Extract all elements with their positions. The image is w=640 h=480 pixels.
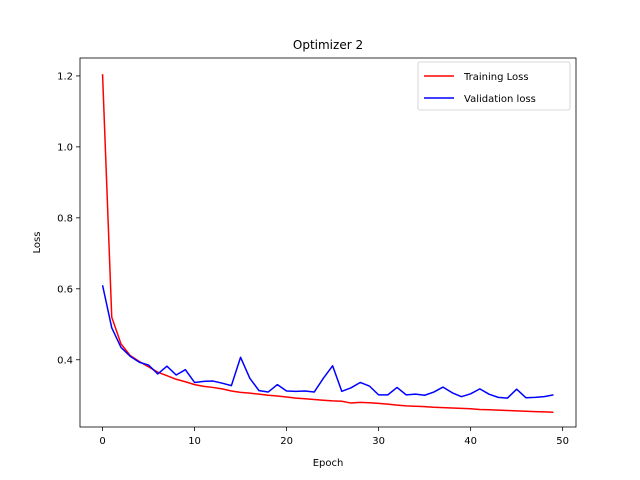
x-tick-label: 30: [372, 436, 385, 447]
y-tick-label: 0.6: [57, 284, 73, 295]
y-tick-label: 1.0: [57, 142, 73, 153]
y-axis-label: Loss: [32, 232, 43, 254]
x-tick-label: 10: [188, 436, 201, 447]
x-axis: 0 10 20 30 40 50: [99, 427, 569, 447]
validation-loss-line: [101, 285, 554, 399]
x-tick-label: 50: [556, 436, 569, 447]
y-tick-label: 1.2: [57, 71, 73, 82]
legend-label-training: Training Loss: [463, 72, 529, 83]
x-axis-label: Epoch: [313, 458, 344, 469]
legend-box: [417, 61, 571, 111]
legend: Training Loss Validation loss: [417, 61, 571, 111]
training-loss-line: [101, 74, 554, 414]
x-tick-label: 20: [280, 436, 293, 447]
y-tick-label: 0.8: [57, 213, 73, 224]
legend-label-validation: Validation loss: [464, 94, 536, 105]
chart-title: Optimizer 2: [293, 38, 363, 52]
y-tick-label: 0.4: [57, 355, 73, 366]
x-tick-label: 0: [99, 436, 105, 447]
plot-frame: [79, 57, 577, 428]
x-tick-label: 40: [464, 436, 477, 447]
series-layer: [101, 74, 554, 414]
y-axis: 0.4 0.6 0.8 1.0 1.2: [57, 71, 80, 366]
